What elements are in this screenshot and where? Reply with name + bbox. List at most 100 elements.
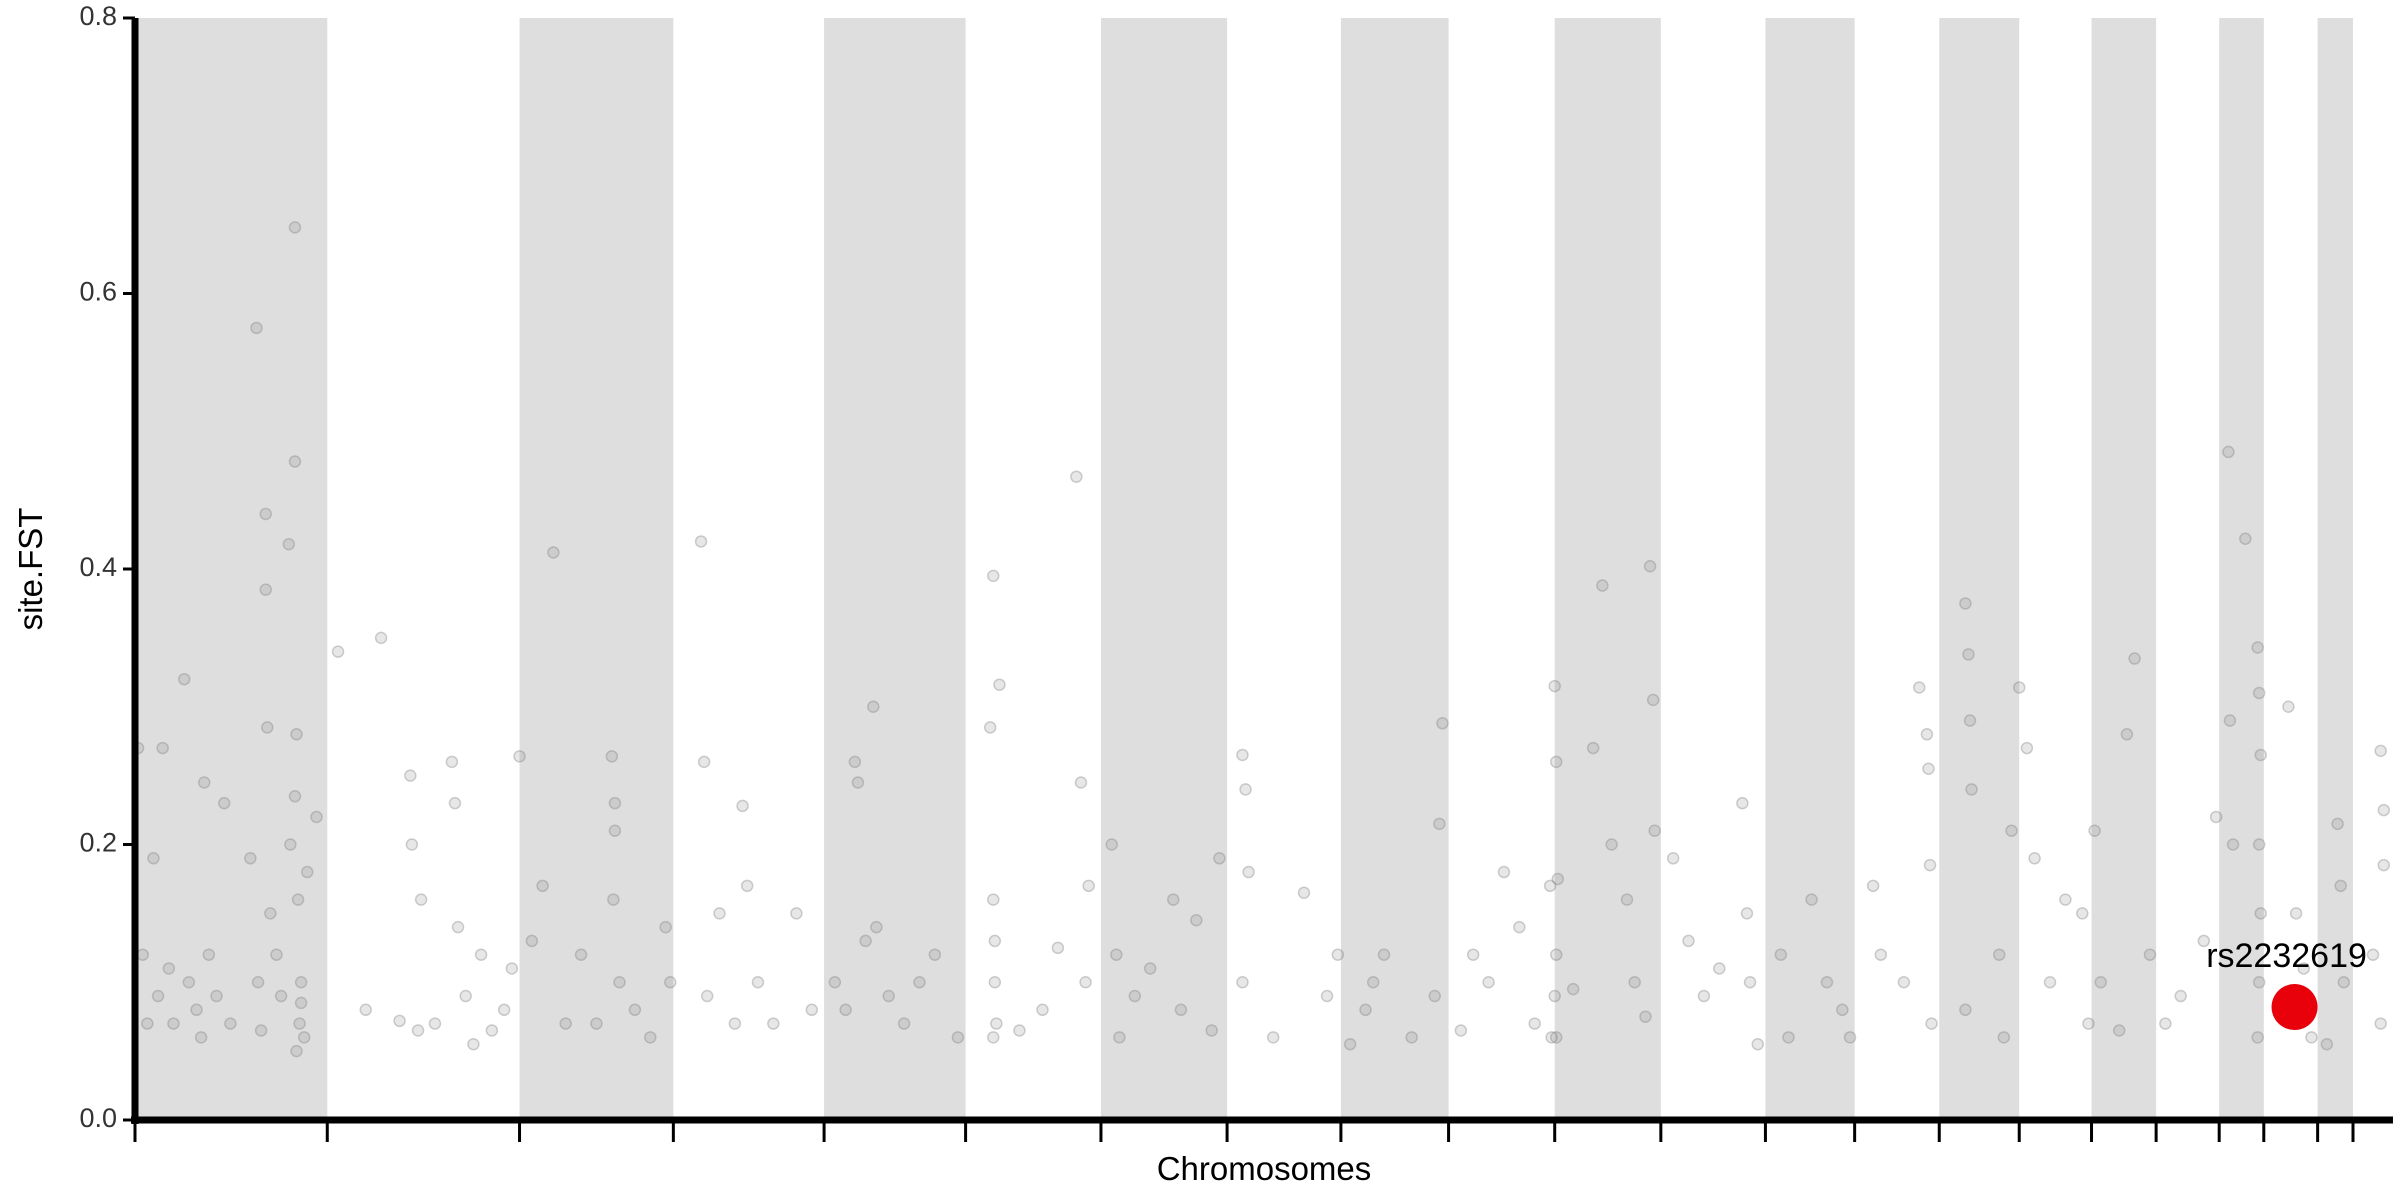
snp-point [2159, 1017, 2172, 1030]
snp-point [2251, 1031, 2264, 1044]
snp-point [250, 321, 263, 335]
snp-point [1466, 948, 1480, 961]
snp-point [1377, 948, 1391, 961]
snp-point [848, 755, 862, 769]
snp-point [988, 976, 1002, 989]
snp-point [1740, 907, 1754, 920]
snp-point [1922, 762, 1935, 775]
snp-point [2251, 641, 2264, 654]
snp-point [2143, 948, 2157, 961]
snp-point [2334, 879, 2347, 893]
y-axis-title: site.FST [12, 508, 49, 631]
snp-point [613, 976, 626, 989]
snp-point [608, 824, 622, 837]
snp-point [282, 537, 296, 551]
highlight-point [2271, 984, 2318, 1031]
snp-point [2020, 741, 2034, 755]
snp-point [2223, 714, 2237, 727]
chromosome-band [1340, 18, 1449, 1120]
snp-point [700, 989, 714, 1003]
snp-point [202, 948, 216, 961]
snp-point [259, 507, 272, 521]
snp-point [2366, 948, 2380, 961]
snp-point [987, 893, 1000, 906]
snp-point [1605, 838, 1618, 851]
snp-point [151, 989, 165, 1003]
snp-point [1320, 989, 1334, 1003]
snp-point [1236, 976, 1249, 989]
snp-point [1297, 886, 1311, 899]
snp-point [2028, 852, 2041, 865]
snp-point [1110, 948, 1123, 961]
snp-point [182, 976, 196, 989]
snp-point [1866, 879, 1880, 893]
snp-point [194, 1031, 208, 1044]
snp-point [1751, 1037, 1764, 1051]
snp-point [1628, 976, 1641, 989]
snp-point [1051, 941, 1065, 955]
snp-point [264, 907, 277, 920]
snp-point [1113, 1031, 1126, 1044]
snp-point [251, 976, 265, 989]
snp-point [445, 755, 459, 769]
snp-point [1359, 1003, 1372, 1017]
snp-point [162, 962, 176, 975]
snp-point [294, 996, 308, 1010]
snp-point [694, 535, 708, 548]
snp-point [790, 907, 803, 920]
snp-point [1959, 1003, 1972, 1017]
snp-point [951, 1031, 965, 1044]
snp-point [2094, 976, 2108, 989]
snp-point [1433, 817, 1446, 831]
snp-point [2112, 1024, 2126, 1037]
snp-point [2005, 824, 2018, 837]
snp-point [1239, 783, 1252, 796]
snp-point [839, 1003, 852, 1017]
snp-point [1923, 858, 1937, 872]
snp-point [1620, 893, 1634, 906]
snp-point [1105, 838, 1118, 851]
snp-point [1682, 934, 1695, 948]
snp-point [870, 920, 883, 934]
snp-point [474, 948, 488, 961]
snp-point [1963, 714, 1977, 727]
snp-point [290, 1044, 303, 1058]
snp-point [2377, 858, 2391, 872]
snp-point [1965, 783, 1978, 796]
snp-point [2254, 748, 2267, 762]
snp-point [459, 989, 472, 1003]
snp-point [310, 810, 323, 824]
snp-point [805, 1003, 819, 1017]
snp-point [359, 1003, 372, 1017]
snp-point [608, 796, 622, 810]
snp-point [297, 1031, 311, 1044]
snp-point [697, 755, 711, 769]
snp-point [1549, 948, 1563, 961]
snp-point [177, 672, 191, 686]
chromosome-band [1939, 18, 2020, 1120]
snp-point [1697, 989, 1711, 1003]
snp-point [607, 893, 620, 906]
chromosome-band [2317, 18, 2354, 1120]
snp-point [644, 1031, 657, 1044]
snp-point [404, 769, 417, 782]
snp-point [2337, 976, 2351, 989]
snp-point [513, 750, 526, 763]
snp-point [728, 1017, 742, 1030]
snp-point [1366, 976, 1380, 989]
snp-point [928, 948, 942, 961]
snp-point [2226, 838, 2240, 851]
snp-point [1820, 976, 1834, 989]
snp-point [141, 1017, 154, 1030]
x-axis-title: Chromosomes [1157, 1150, 1372, 1187]
y-tick-label: 0.0 [79, 1103, 117, 1133]
snp-point [1586, 741, 1600, 755]
snp-point [405, 838, 419, 851]
chromosome-band [1554, 18, 1661, 1120]
snp-point [1236, 748, 1249, 762]
snp-point [1805, 893, 1818, 906]
snp-point [259, 583, 272, 596]
snp-point [1166, 893, 1180, 906]
snp-point [1920, 728, 1934, 741]
snp-point [2120, 728, 2134, 741]
